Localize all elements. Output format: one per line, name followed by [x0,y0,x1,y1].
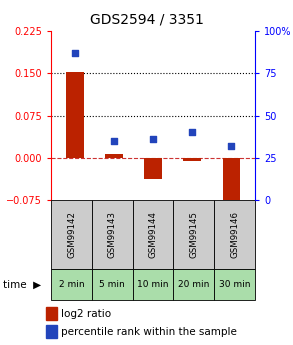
Text: percentile rank within the sample: percentile rank within the sample [61,327,237,336]
Bar [46,325,57,338]
Point [190,130,195,135]
Bar [133,200,173,269]
Text: 20 min: 20 min [178,280,209,289]
Text: GSM99143: GSM99143 [108,211,117,258]
Text: GSM99144: GSM99144 [149,211,158,258]
Bar [223,158,240,207]
Point [229,143,234,149]
Bar [133,269,173,300]
Text: log2 ratio: log2 ratio [61,309,111,318]
Bar [183,158,201,161]
Point [72,50,77,56]
Bar [51,200,92,269]
Point [151,137,156,142]
Point [112,138,116,144]
Bar [92,269,133,300]
Bar [173,200,214,269]
Text: time  ▶: time ▶ [3,280,41,289]
Text: GSM99142: GSM99142 [67,211,76,258]
Text: 2 min: 2 min [59,280,84,289]
Text: 30 min: 30 min [219,280,250,289]
Bar [51,269,92,300]
Bar [144,158,162,179]
Bar [214,269,255,300]
Text: GSM99146: GSM99146 [230,211,239,258]
Bar [46,307,57,320]
Bar [105,154,123,158]
Bar [66,72,84,158]
Text: GSM99145: GSM99145 [189,211,198,258]
Bar [173,269,214,300]
Text: GDS2594 / 3351: GDS2594 / 3351 [90,12,203,26]
Bar [214,200,255,269]
Bar [92,200,133,269]
Text: 10 min: 10 min [137,280,169,289]
Text: 5 min: 5 min [100,280,125,289]
